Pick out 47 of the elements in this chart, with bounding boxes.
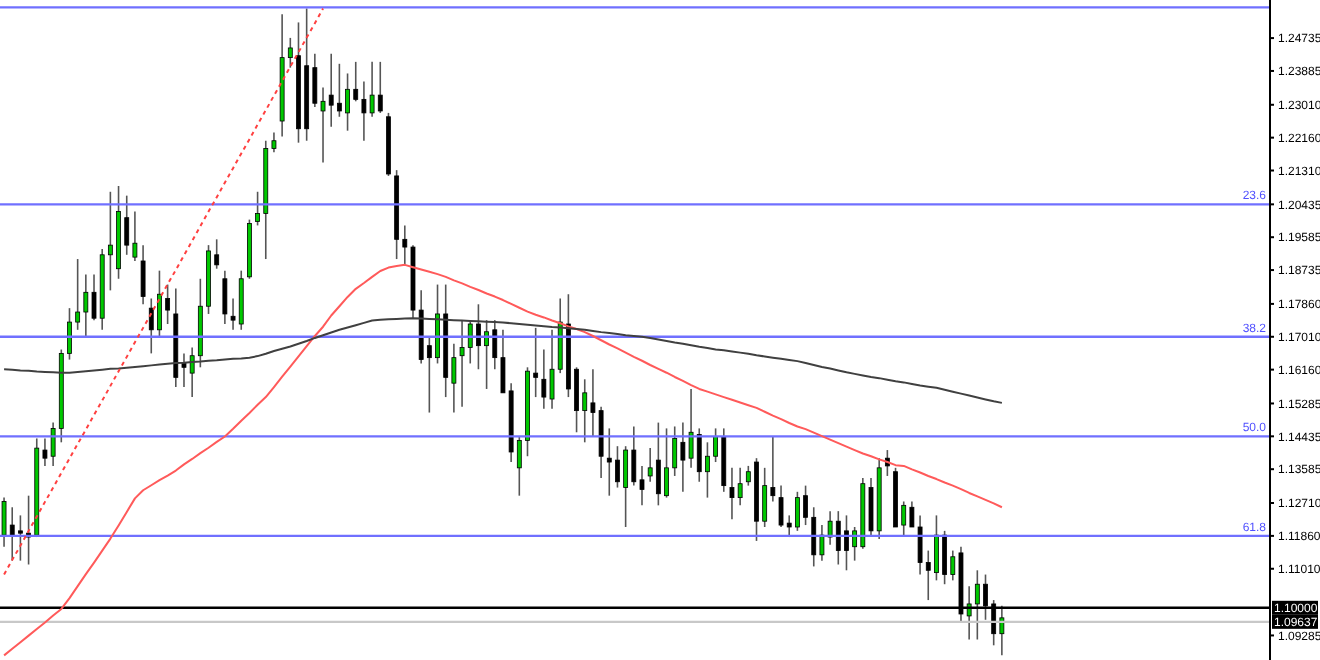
candlestick (18, 514, 23, 562)
candlestick (1, 496, 7, 548)
candlestick (835, 510, 841, 566)
candlestick (794, 491, 800, 532)
candlestick (336, 63, 342, 118)
candlestick (140, 244, 146, 306)
candlestick (606, 427, 612, 497)
candlestick (328, 52, 334, 128)
candlestick (696, 427, 702, 483)
candlestick (705, 441, 710, 499)
candlestick (623, 445, 629, 528)
candlestick (844, 514, 849, 572)
candlestick (83, 273, 89, 339)
candlestick (476, 303, 481, 371)
candlestick (345, 72, 350, 132)
candlestick (165, 283, 171, 325)
line-series (3, 263, 1003, 657)
candlestick (222, 269, 228, 325)
candlestick (688, 388, 694, 469)
candlestick (148, 297, 154, 355)
candlestick (615, 445, 620, 489)
candlestick (819, 524, 825, 562)
candlestick (484, 319, 489, 390)
candlestick (459, 319, 465, 408)
candlestick (934, 514, 939, 582)
candlestick (369, 61, 375, 118)
candlestick (541, 348, 547, 410)
candlestick (467, 319, 473, 365)
candlestick (549, 329, 555, 410)
candlestick (655, 421, 661, 507)
candlestick (778, 484, 784, 528)
candlestick (680, 421, 686, 493)
candlestick (361, 80, 367, 142)
candlestick (132, 210, 138, 262)
candlestick (737, 467, 743, 507)
candlestick (942, 530, 948, 586)
candlestick (157, 269, 162, 339)
candlestick (917, 514, 923, 576)
candlestick (664, 427, 669, 499)
candlestick (598, 405, 604, 479)
candlestick (729, 467, 735, 521)
candlestick (762, 467, 768, 528)
candlestick (238, 269, 244, 331)
candlestick (9, 506, 15, 562)
line-series (3, 7, 325, 576)
candlestick (377, 61, 383, 114)
candlestick (631, 425, 637, 487)
